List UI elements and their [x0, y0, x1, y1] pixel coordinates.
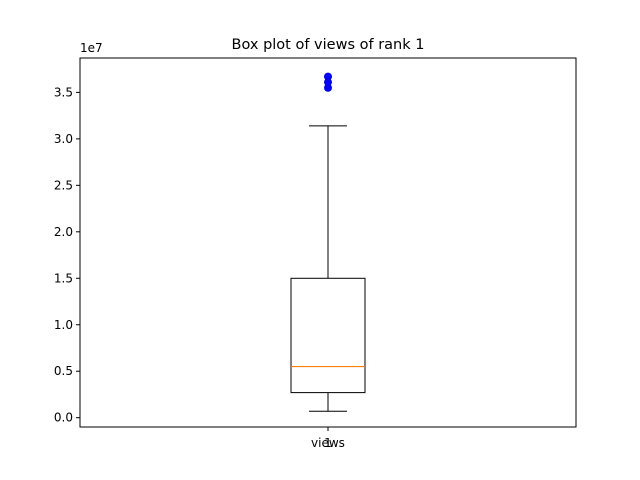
y-tick-label: 3.5: [54, 85, 73, 99]
x-category-label: views: [311, 436, 345, 450]
chart-title: Box plot of views of rank 1: [232, 37, 425, 53]
outlier-point: [324, 78, 332, 87]
outlier-point: [324, 83, 332, 92]
y-tick-label: 3.0: [54, 132, 73, 146]
box-iqr: [290, 277, 366, 394]
y-tick-label: 0.0: [54, 411, 73, 425]
plot-marks: [290, 72, 366, 412]
y-tick-label: 0.5: [54, 364, 73, 378]
y-tick-label: 1.0: [54, 318, 73, 332]
y-tick-label: 2.5: [54, 178, 73, 192]
outlier-point: [324, 72, 332, 81]
y-axis-ticks: 0.0 0.5 1.0 1.5 2.0 2.5 3.0 3.5: [54, 85, 80, 425]
y-axis-multiplier: 1e7: [80, 41, 103, 55]
x-tick-position-label: 1: [324, 436, 332, 450]
y-tick-label: 1.5: [54, 271, 73, 285]
y-tick-label: 2.0: [54, 225, 73, 239]
